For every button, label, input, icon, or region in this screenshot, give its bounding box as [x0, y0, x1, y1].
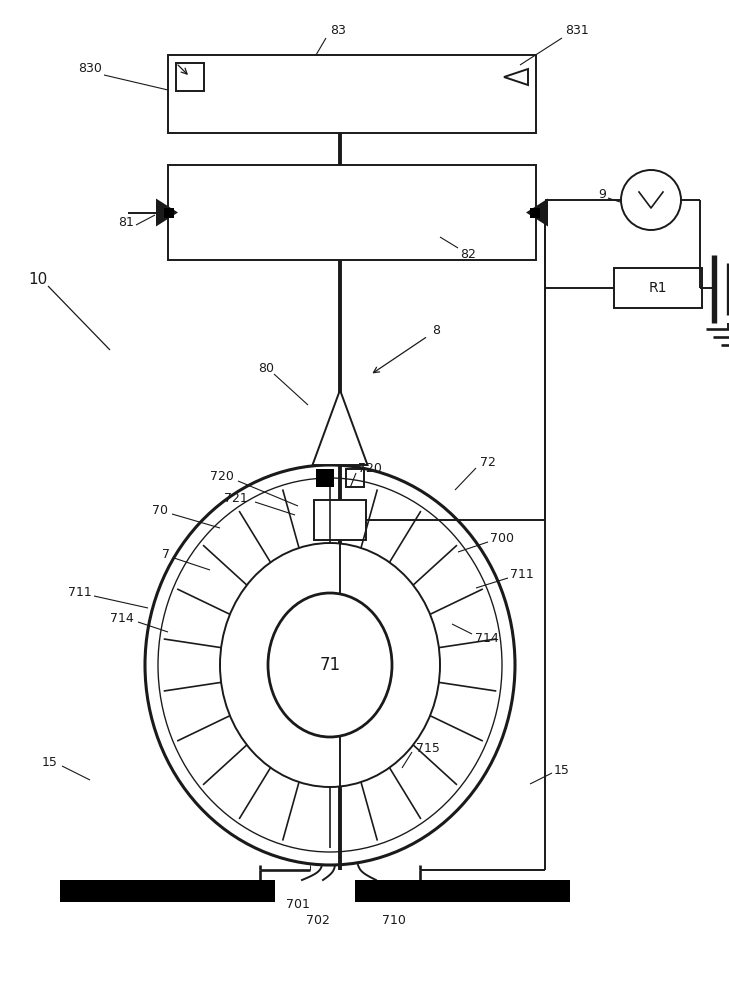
Text: 15: 15	[554, 764, 570, 776]
Text: 701: 701	[286, 898, 310, 912]
Text: 9: 9	[598, 188, 606, 202]
Bar	[168, 165, 536, 260]
Ellipse shape	[268, 593, 392, 737]
Text: 70: 70	[152, 504, 168, 516]
Text: 710: 710	[382, 914, 406, 926]
Text: 711: 711	[68, 585, 92, 598]
Polygon shape	[526, 198, 548, 227]
Polygon shape	[156, 198, 178, 227]
Bar	[316, 469, 334, 487]
Bar	[346, 469, 364, 487]
Text: 83: 83	[330, 23, 346, 36]
Bar	[614, 268, 702, 308]
Text: 82: 82	[460, 248, 476, 261]
Text: 715: 715	[416, 742, 440, 754]
Text: 700: 700	[490, 532, 514, 544]
Bar	[176, 63, 204, 91]
Bar	[355, 880, 570, 902]
Text: 71: 71	[319, 656, 340, 674]
Ellipse shape	[621, 170, 681, 230]
Text: 10: 10	[28, 272, 47, 288]
Bar	[530, 208, 540, 218]
Text: 7: 7	[162, 548, 170, 562]
Text: 830: 830	[78, 62, 102, 75]
Text: 81: 81	[118, 216, 134, 229]
Polygon shape	[313, 390, 367, 465]
Text: 720: 720	[358, 462, 382, 475]
Text: 8: 8	[432, 324, 440, 336]
Text: 721: 721	[224, 491, 248, 504]
Bar	[60, 880, 275, 902]
Text: R1: R1	[649, 281, 667, 295]
Ellipse shape	[220, 543, 440, 787]
Text: 720: 720	[210, 470, 234, 483]
Bar	[164, 208, 174, 218]
Bar	[314, 500, 366, 540]
Text: 714: 714	[475, 632, 499, 645]
Text: 711: 711	[510, 568, 534, 580]
Text: 15: 15	[42, 756, 58, 768]
Text: 831: 831	[565, 23, 589, 36]
Text: 80: 80	[258, 361, 274, 374]
Bar	[168, 55, 536, 133]
Text: 702: 702	[306, 914, 330, 926]
Text: 714: 714	[110, 611, 133, 624]
Polygon shape	[504, 69, 528, 85]
Text: 72: 72	[480, 456, 496, 468]
